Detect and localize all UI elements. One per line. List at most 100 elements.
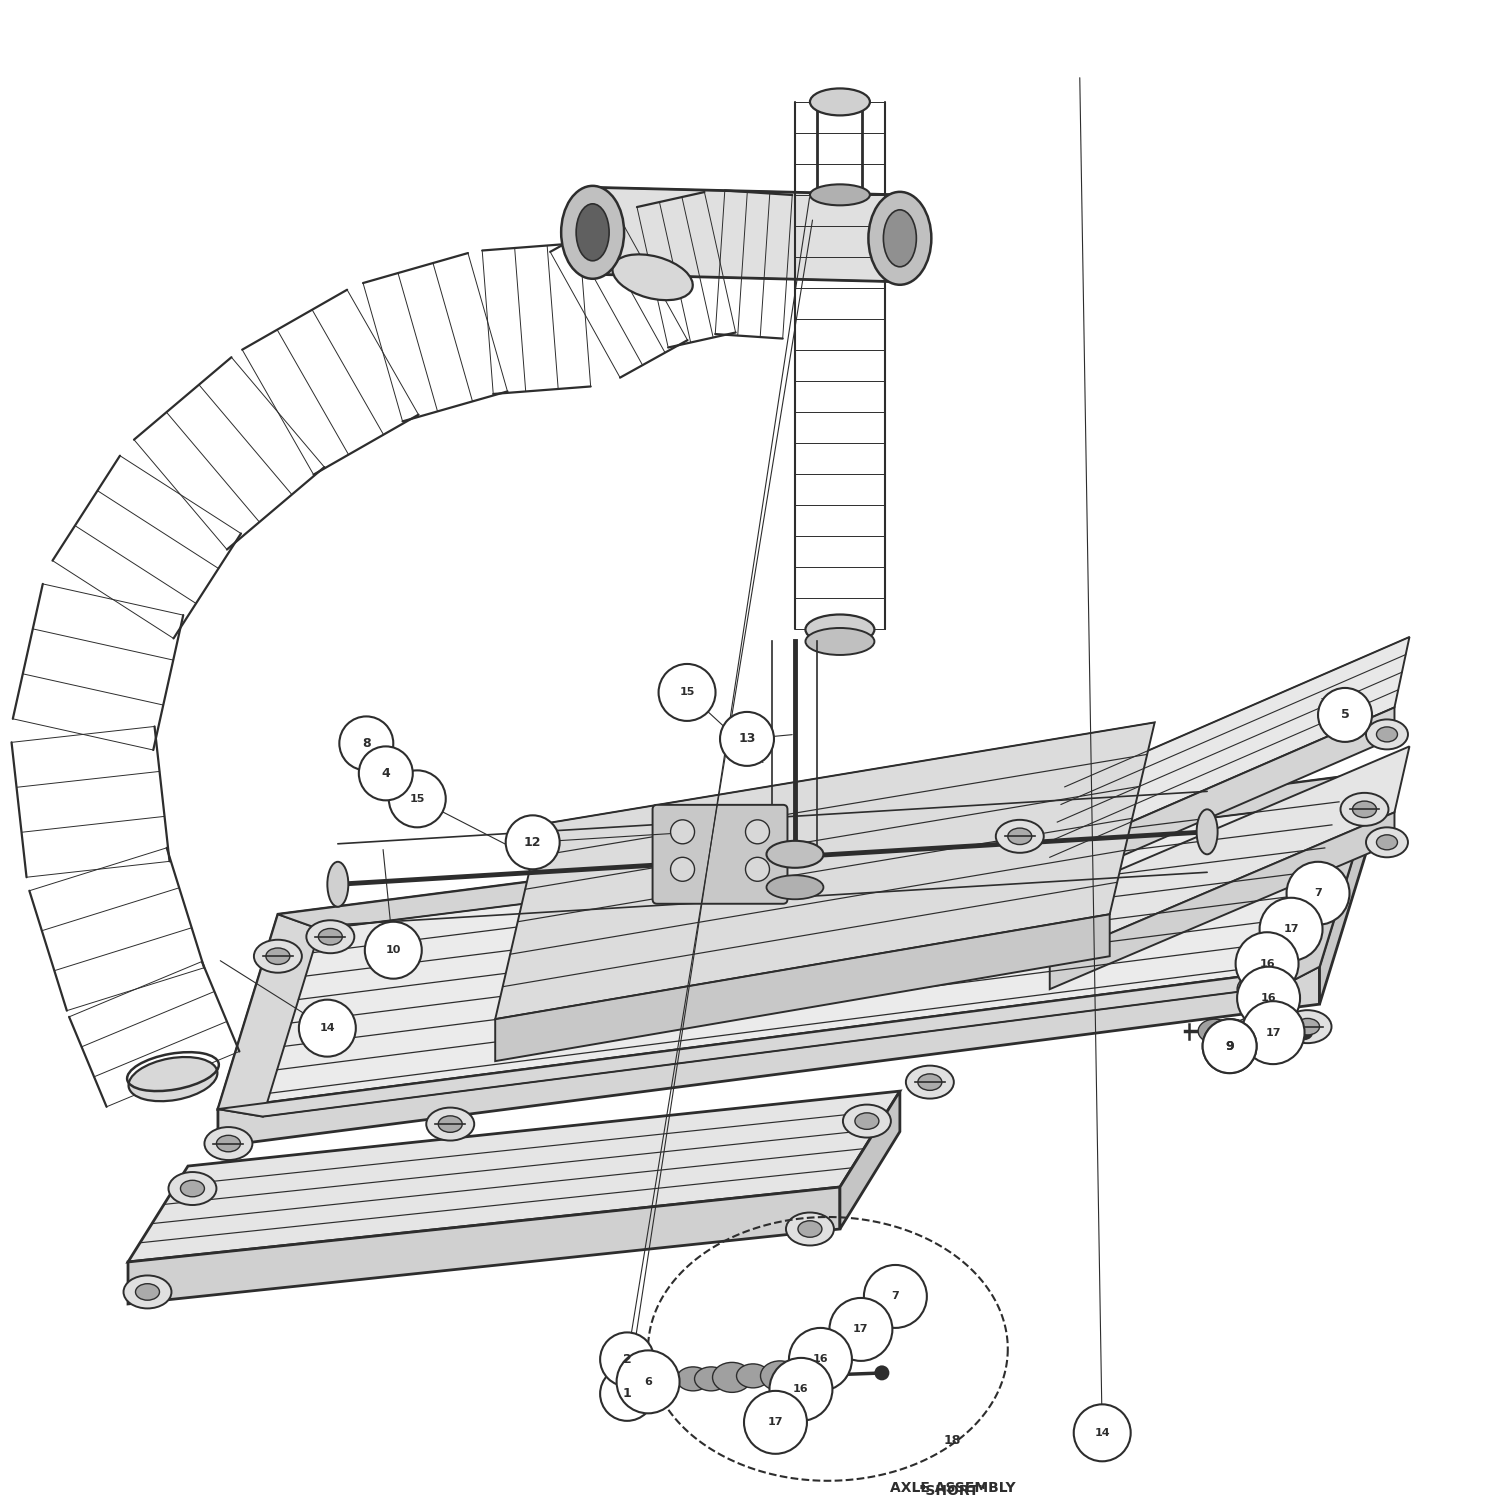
Ellipse shape	[786, 1364, 819, 1388]
Text: 13: 13	[738, 732, 756, 746]
Circle shape	[744, 1390, 807, 1454]
Ellipse shape	[786, 1212, 834, 1245]
Text: 8: 8	[362, 736, 370, 750]
Polygon shape	[1282, 772, 1380, 986]
Text: 18: 18	[944, 1434, 962, 1448]
Ellipse shape	[1377, 836, 1398, 850]
Circle shape	[1242, 1000, 1305, 1064]
Circle shape	[358, 747, 413, 801]
Polygon shape	[592, 188, 900, 282]
Ellipse shape	[712, 1362, 752, 1392]
Ellipse shape	[1233, 1017, 1272, 1044]
Ellipse shape	[1353, 801, 1377, 818]
Ellipse shape	[806, 628, 874, 656]
Ellipse shape	[1198, 1019, 1231, 1042]
Text: 16: 16	[813, 1354, 828, 1365]
Ellipse shape	[216, 1136, 240, 1152]
Text: 12: 12	[524, 836, 542, 849]
Ellipse shape	[810, 184, 870, 206]
Polygon shape	[217, 966, 1320, 1116]
Ellipse shape	[766, 842, 824, 868]
Text: 7: 7	[891, 1292, 900, 1302]
Ellipse shape	[760, 1360, 800, 1390]
Ellipse shape	[426, 1107, 474, 1140]
Text: 2: 2	[622, 1353, 632, 1366]
Ellipse shape	[1254, 962, 1287, 986]
Ellipse shape	[1296, 1019, 1320, 1035]
Text: 1: 1	[622, 1388, 632, 1401]
Ellipse shape	[168, 1172, 216, 1204]
Circle shape	[1074, 1404, 1131, 1461]
Text: 10: 10	[386, 945, 400, 956]
Circle shape	[1236, 932, 1299, 994]
Ellipse shape	[833, 1368, 848, 1380]
Circle shape	[616, 1350, 680, 1413]
Circle shape	[670, 858, 694, 882]
Ellipse shape	[906, 1065, 954, 1098]
Circle shape	[600, 1366, 654, 1420]
Circle shape	[770, 1358, 832, 1420]
Polygon shape	[495, 915, 1110, 1060]
Ellipse shape	[1377, 728, 1398, 742]
Ellipse shape	[806, 615, 874, 645]
Ellipse shape	[812, 1365, 836, 1383]
Text: 15: 15	[680, 687, 694, 698]
Ellipse shape	[855, 1113, 879, 1130]
Polygon shape	[128, 1090, 900, 1262]
Ellipse shape	[561, 186, 624, 279]
Ellipse shape	[576, 204, 609, 261]
Ellipse shape	[204, 1126, 252, 1160]
Ellipse shape	[1274, 936, 1306, 960]
Circle shape	[746, 821, 770, 844]
Text: 5: 5	[1341, 708, 1350, 722]
Ellipse shape	[736, 1364, 770, 1388]
Polygon shape	[840, 1090, 900, 1228]
Ellipse shape	[1304, 888, 1318, 900]
Text: 17: 17	[768, 1418, 783, 1428]
Text: "SHORT": "SHORT"	[918, 1485, 987, 1498]
Ellipse shape	[1366, 828, 1408, 858]
Polygon shape	[217, 915, 320, 1116]
Ellipse shape	[1008, 828, 1032, 844]
Polygon shape	[217, 966, 1320, 1146]
Text: 17: 17	[1266, 1028, 1281, 1038]
Ellipse shape	[843, 1104, 891, 1137]
Ellipse shape	[612, 255, 693, 300]
Polygon shape	[1050, 813, 1395, 988]
Ellipse shape	[996, 821, 1044, 854]
Polygon shape	[278, 772, 1380, 928]
Text: 15: 15	[410, 794, 424, 804]
Ellipse shape	[1197, 810, 1218, 855]
Ellipse shape	[868, 192, 932, 285]
Ellipse shape	[766, 876, 824, 900]
Text: 16: 16	[1260, 958, 1275, 969]
Ellipse shape	[123, 1275, 171, 1308]
Circle shape	[658, 664, 716, 722]
Text: 4: 4	[381, 766, 390, 780]
Ellipse shape	[1216, 1019, 1249, 1042]
Circle shape	[1203, 1019, 1257, 1072]
Text: 9: 9	[1226, 1040, 1234, 1053]
Polygon shape	[1050, 638, 1410, 858]
Polygon shape	[1050, 747, 1410, 958]
Polygon shape	[1050, 708, 1395, 888]
Ellipse shape	[798, 1221, 822, 1238]
Text: 6: 6	[644, 1377, 652, 1388]
Ellipse shape	[306, 920, 354, 952]
Ellipse shape	[129, 1058, 218, 1101]
Circle shape	[830, 1298, 892, 1360]
Ellipse shape	[1299, 894, 1323, 912]
Circle shape	[388, 771, 445, 828]
Polygon shape	[1320, 772, 1380, 1004]
Text: 9: 9	[1226, 1040, 1234, 1053]
Circle shape	[1296, 1022, 1314, 1040]
Circle shape	[864, 1264, 927, 1328]
Ellipse shape	[694, 1366, 728, 1390]
Text: 7: 7	[1314, 888, 1322, 898]
Ellipse shape	[254, 939, 302, 972]
Text: AXLE ASSEMBLY: AXLE ASSEMBLY	[890, 1482, 1016, 1496]
Polygon shape	[128, 1186, 840, 1304]
Circle shape	[1203, 1019, 1257, 1072]
Ellipse shape	[180, 1180, 204, 1197]
Text: 17: 17	[853, 1324, 868, 1335]
